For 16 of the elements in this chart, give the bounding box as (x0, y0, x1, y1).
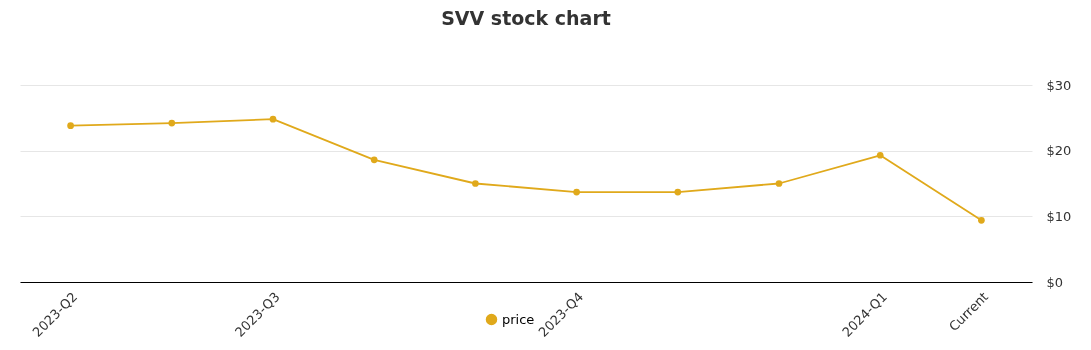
y-tick-label: $20 (1046, 143, 1072, 159)
point (876, 151, 884, 159)
point (573, 188, 580, 196)
point (775, 180, 783, 187)
point (370, 156, 378, 164)
point (67, 122, 74, 130)
point (978, 216, 985, 224)
chart-title: SVV stock chart (441, 7, 611, 29)
point (168, 119, 176, 127)
y-tick-label: $0 (1046, 274, 1064, 290)
legend-label: price (502, 311, 535, 327)
point (269, 115, 277, 123)
y-tick-label: $30 (1046, 77, 1072, 93)
y-tick-label: $10 (1046, 208, 1072, 224)
point (472, 180, 479, 187)
point (674, 188, 682, 196)
